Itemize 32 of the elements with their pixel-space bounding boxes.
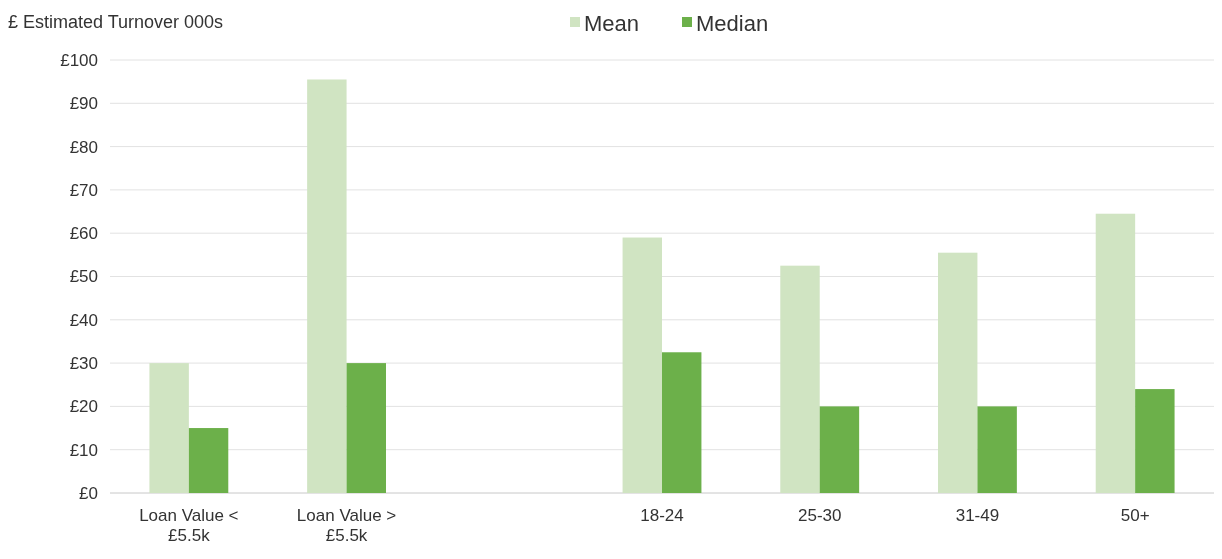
y-tick-label: £80	[69, 137, 98, 157]
bar	[780, 265, 820, 493]
y-tick-label: £40	[69, 310, 98, 330]
bar	[346, 363, 386, 493]
y-tick-label: £20	[69, 397, 98, 417]
bar	[188, 428, 229, 493]
x-tick-label: 31-49	[955, 506, 1000, 525]
legend-label: Median	[696, 11, 769, 37]
y-tick-label: £10	[69, 440, 98, 460]
y-axis-title: £ Estimated Turnover 000s	[8, 12, 224, 32]
bar	[819, 406, 860, 493]
y-tick-label: £0	[79, 483, 98, 503]
bar	[622, 237, 662, 493]
y-tick-label: £90	[69, 94, 98, 114]
bar	[662, 352, 702, 493]
x-tick-label: 50+	[1120, 506, 1150, 525]
y-tick-label: £50	[69, 267, 98, 287]
y-tick-label: £70	[69, 180, 98, 200]
x-tick-label: 18-24	[640, 506, 684, 525]
bar	[1135, 389, 1175, 493]
x-tick-label: 25-30	[797, 506, 842, 525]
bar	[938, 252, 978, 493]
bar	[1095, 213, 1136, 493]
bar	[307, 79, 347, 493]
x-tick-label: Loan Value > £5.5k	[296, 506, 397, 545]
y-tick-label: £30	[69, 354, 98, 374]
bar	[149, 363, 189, 493]
y-tick-label: £100	[60, 50, 98, 70]
legend-label: Mean	[584, 11, 640, 37]
bar	[977, 406, 1017, 493]
y-tick-label: £60	[69, 224, 98, 244]
x-tick-label: Loan Value < £5.5k	[139, 506, 239, 545]
